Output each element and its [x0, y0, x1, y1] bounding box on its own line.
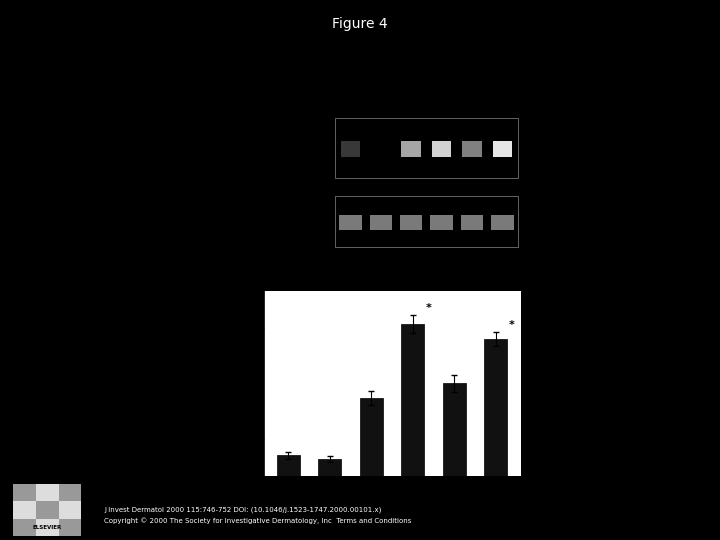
Text: A: A [236, 44, 249, 62]
Text: +: + [425, 95, 433, 104]
Text: +: + [402, 65, 410, 74]
Y-axis label: Relative Intensity: Relative Intensity [233, 350, 243, 417]
Text: -: - [361, 80, 364, 89]
Text: +: + [381, 95, 388, 104]
Text: *: * [509, 320, 515, 330]
Bar [36, 484, 58, 502]
Text: -: - [473, 65, 477, 74]
Text: -: - [383, 65, 386, 74]
Bar [339, 215, 362, 231]
Bar [336, 118, 518, 178]
Text: ELSEVIER: ELSEVIER [32, 525, 62, 530]
Text: β -actin→: β -actin→ [233, 217, 271, 226]
Bar [318, 459, 341, 476]
Bar [360, 398, 383, 476]
Text: -: - [450, 95, 454, 104]
Text: Figure 4: Figure 4 [332, 17, 388, 31]
Text: J Invest Dermatol 2000 115:746-752 DOI: (10.1046/j.1523-1747.2000.00101.x): J Invest Dermatol 2000 115:746-752 DOI: … [104, 507, 382, 513]
Bar [277, 455, 300, 476]
Bar [370, 215, 392, 231]
Text: DNBS 0.1mM: DNBS 0.1mM [245, 80, 300, 89]
Bar [462, 140, 482, 158]
Text: 3: 3 [402, 254, 409, 264]
Bar [58, 518, 81, 536]
Text: -: - [427, 80, 431, 89]
Text: 5: 5 [449, 254, 455, 264]
Text: -: - [404, 80, 408, 89]
Text: B: B [236, 256, 248, 274]
Text: 2: 2 [381, 254, 387, 264]
Text: 4: 4 [426, 254, 432, 264]
Bar [431, 215, 453, 231]
Bar [443, 383, 466, 476]
Bar [36, 518, 58, 536]
Bar [13, 518, 36, 536]
Text: *: * [426, 303, 432, 313]
Bar [461, 215, 483, 231]
Bar [36, 502, 58, 518]
Text: -: - [383, 80, 386, 89]
Text: Copyright © 2000 The Society for Investigative Dermatology, Inc  Terms and Condi: Copyright © 2000 The Society for Investi… [104, 517, 412, 524]
Bar [13, 484, 36, 502]
Bar [58, 502, 81, 518]
X-axis label: Lane No.: Lane No. [372, 495, 412, 504]
Text: -: - [404, 95, 408, 104]
Text: 1: 1 [360, 254, 366, 264]
Text: IL. 1α →: IL. 1α → [233, 143, 266, 152]
Bar [492, 140, 512, 158]
Text: 6: 6 [472, 254, 478, 264]
Text: TNBS 0.1mM: TNBS 0.1mM [245, 65, 299, 74]
Bar [491, 215, 513, 231]
Text: +: + [471, 80, 478, 89]
Bar [432, 140, 451, 158]
Bar [401, 324, 424, 476]
Bar [58, 484, 81, 502]
Text: -: - [361, 65, 364, 74]
Bar [402, 140, 421, 158]
Bar [341, 140, 361, 158]
Text: +: + [471, 95, 478, 104]
Text: +: + [425, 65, 433, 74]
Text: -: - [450, 65, 454, 74]
Bar [485, 339, 507, 476]
Bar [400, 215, 423, 231]
Text: -: - [361, 95, 364, 104]
Text: +: + [448, 80, 456, 89]
Text: HC 10⁻⁸M: HC 10⁻⁸M [245, 95, 286, 104]
Bar [336, 197, 518, 247]
Bar [13, 502, 36, 518]
